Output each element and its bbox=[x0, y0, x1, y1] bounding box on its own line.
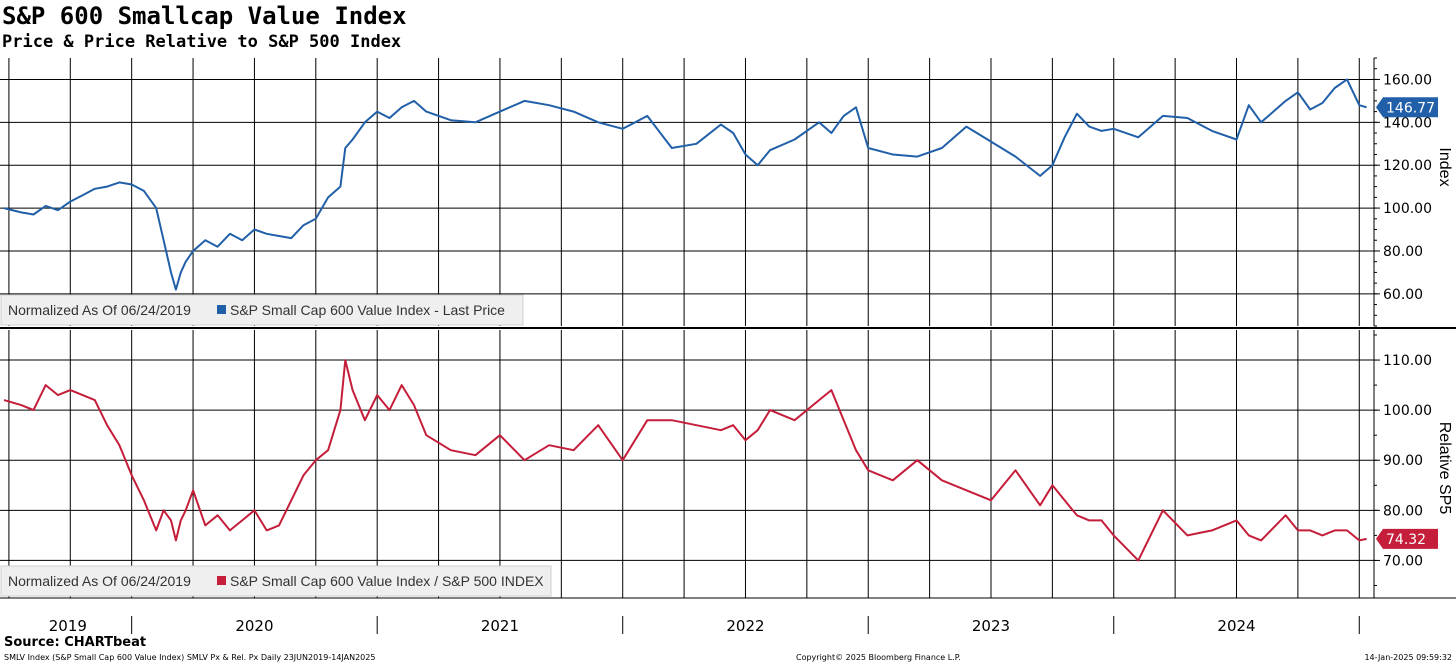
chart-subtitle: Price & Price Relative to S&P 500 Index bbox=[2, 32, 402, 52]
chart-title: S&P 600 Smallcap Value Index bbox=[2, 2, 407, 30]
bottom-legend-box bbox=[0, 565, 552, 597]
source-label: Source: CHARTbeat bbox=[4, 635, 147, 650]
top-last-value: 146.77 bbox=[1386, 100, 1435, 116]
footer-timestamp: 14-Jan-2025 09:59:32 bbox=[1364, 653, 1452, 662]
top-axis-title: Index bbox=[1436, 147, 1453, 186]
bottom-ytick-label: 100.00 bbox=[1383, 403, 1432, 419]
top-ytick-label: 80.00 bbox=[1383, 244, 1423, 260]
footer-left: SMLV Index (S&P Small Cap 600 Value Inde… bbox=[4, 653, 376, 662]
x-year-label: 2020 bbox=[235, 617, 273, 635]
x-year-label: 2023 bbox=[972, 617, 1010, 635]
bottom-axis-title: Relative SP5 bbox=[1436, 422, 1453, 515]
x-year-label: 2019 bbox=[49, 617, 87, 635]
top-legend-note: Normalized As Of 06/24/2019 bbox=[8, 302, 191, 318]
top-legend-box bbox=[0, 294, 524, 326]
top-ytick-label: 160.00 bbox=[1383, 72, 1432, 88]
x-year-label: 2022 bbox=[726, 617, 764, 635]
x-year-label: 2024 bbox=[1217, 617, 1255, 635]
top-last-value-tag bbox=[1376, 97, 1438, 118]
bottom-legend-swatch bbox=[217, 576, 226, 585]
top-ytick-label: 140.00 bbox=[1383, 115, 1432, 131]
bottom-last-value: 74.32 bbox=[1386, 532, 1426, 548]
bottom-ytick-label: 90.00 bbox=[1383, 453, 1423, 469]
bottom-legend-label: S&P Small Cap 600 Value Index / S&P 500 … bbox=[230, 573, 544, 589]
bottom-ytick-label: 110.00 bbox=[1383, 353, 1432, 369]
top-ytick-label: 100.00 bbox=[1383, 201, 1432, 217]
top-series-line bbox=[3, 78, 1367, 291]
bottom-series-line bbox=[3, 359, 1367, 562]
top-ytick-label: 60.00 bbox=[1383, 287, 1423, 303]
bottom-ytick-label: 80.00 bbox=[1383, 503, 1423, 519]
bottom-last-value-tag bbox=[1376, 528, 1438, 549]
footer-copyright: Copyright© 2025 Bloomberg Finance L.P. bbox=[796, 653, 961, 662]
top-legend-swatch bbox=[217, 305, 226, 314]
x-year-label: 2021 bbox=[481, 617, 519, 635]
bottom-legend-note: Normalized As Of 06/24/2019 bbox=[8, 573, 191, 589]
top-legend-label: S&P Small Cap 600 Value Index - Last Pri… bbox=[230, 302, 505, 318]
top-ytick-label: 120.00 bbox=[1383, 158, 1432, 174]
bottom-ytick-label: 70.00 bbox=[1383, 553, 1423, 569]
